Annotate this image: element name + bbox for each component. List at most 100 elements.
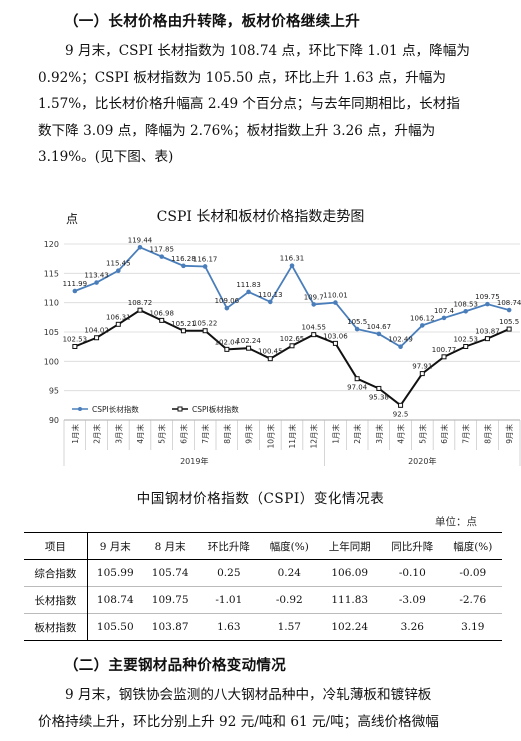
- data-point: [463, 308, 469, 314]
- data-label: 116.31: [280, 255, 305, 263]
- data-label: 116.28: [171, 255, 196, 263]
- data-label: 111.99: [63, 280, 88, 288]
- table-cell: -2.76: [443, 586, 502, 614]
- table-row: 长材指数 108.74 109.75 -1.01 -0.92 111.83 -3…: [24, 586, 502, 614]
- x-tick-label: 10月末: [265, 424, 275, 449]
- table-header-row: 项目 9 月末 8 月末 环比升降 幅度(%) 上年同期 同比升降 幅度(%): [24, 532, 502, 560]
- data-point: [246, 345, 252, 351]
- x-tick-label: 1月末: [70, 424, 80, 444]
- data-point: [72, 288, 78, 294]
- data-point: [115, 321, 121, 327]
- x-tick-label: 11月末: [287, 424, 297, 449]
- paragraph-line: 1.57%，比长材价格升幅高 2.49 个百分点；与去年同期相比，长材指: [38, 96, 460, 112]
- data-point: [72, 343, 78, 349]
- x-tick-label: 4月末: [396, 424, 406, 444]
- data-label: 109.7: [304, 293, 324, 301]
- legend-marker: [78, 407, 82, 411]
- y-tick-label: 110: [44, 299, 59, 308]
- table-cell: 1.63: [197, 613, 261, 641]
- data-label: 102.24: [236, 337, 261, 345]
- data-label: 105.5: [347, 318, 367, 326]
- paragraph-line: 价格持续上升，环比分别上升 92 元/吨和 61 元/吨；高线价格微幅: [38, 713, 439, 730]
- data-label: 106.31: [106, 313, 131, 321]
- x-tick-label: 4月末: [135, 424, 145, 444]
- table-cell: -0.09: [459, 567, 487, 579]
- header-cell: 同比升降: [381, 532, 444, 560]
- data-label: 92.5: [393, 410, 409, 418]
- data-point: [137, 307, 143, 313]
- x-tick-label: 9月末: [504, 424, 514, 444]
- table-cell: 108.74: [86, 586, 143, 614]
- table-cell: 3.19: [443, 613, 502, 641]
- data-point: [224, 305, 230, 311]
- table-row: 综合指数 105.99 105.74 0.25 0.24 106.09 -0.1…: [24, 559, 502, 587]
- section2-heading: （二）主要钢材品种价格变动情况: [64, 657, 286, 674]
- data-label: 104.67: [367, 323, 392, 331]
- data-point: [441, 315, 447, 321]
- data-point: [94, 280, 99, 285]
- data-point: [137, 244, 143, 250]
- data-point: [484, 336, 490, 342]
- x-tick-label: 6月末: [178, 424, 188, 444]
- y-tick-label: 120: [44, 240, 59, 249]
- table-row: 板材指数 105.50 103.87 1.63 1.57 102.24 3.26…: [24, 613, 502, 641]
- y-tick-label: 95: [49, 387, 59, 396]
- legend-label: CSPI板材指数: [192, 404, 239, 414]
- x-tick-label: 8月末: [482, 424, 492, 444]
- x-tick-label: 7月末: [200, 424, 210, 444]
- y-tick-label: 105: [44, 328, 59, 337]
- data-point: [333, 300, 338, 305]
- data-point: [398, 344, 403, 350]
- data-label: 104.02: [84, 327, 109, 335]
- data-point: [485, 301, 490, 307]
- table-unit: 单位：点: [435, 516, 477, 528]
- data-label: 109.75: [475, 293, 500, 301]
- chart-title: CSPI 长材和板材价格指数走势图: [156, 209, 365, 225]
- data-label: 106.12: [410, 314, 435, 322]
- table-cell: 板材指数: [24, 613, 88, 641]
- data-label: 108.74: [497, 299, 521, 307]
- paragraph-line: 9 月末，CSPI 长材指数为 108.74 点，环比下降 1.01 点，降幅为: [65, 43, 470, 59]
- data-label: 119.44: [128, 236, 153, 244]
- data-point: [419, 371, 425, 377]
- data-label: 100.77: [432, 346, 457, 354]
- table-cell: 105.50: [86, 613, 143, 641]
- table-cell: -3.09: [381, 586, 444, 614]
- table-cell: 长材指数: [24, 586, 88, 614]
- header-cell: 9 月末: [86, 532, 143, 560]
- legend-label: CSPI长材指数: [92, 404, 139, 414]
- section2-paragraph: 9 月末，钢铁协会监测的八大钢材品种中，冷轧薄板和镀锌板 价格持续上升，环比分别…: [38, 682, 486, 735]
- x-tick-label: 8月末: [222, 424, 232, 444]
- y-tick-label: 90: [49, 416, 59, 425]
- data-point: [463, 343, 469, 349]
- paragraph-line: 数下降 3.09 点，降幅为 2.76%；板材指数上升 3.26 点，升幅为: [38, 122, 436, 139]
- header-cell: 环比升降: [197, 532, 261, 560]
- data-point: [289, 343, 295, 349]
- data-label: 108.72: [128, 299, 153, 307]
- data-point: [354, 376, 360, 382]
- data-label: 110.13: [258, 291, 283, 299]
- y-tick-label: 115: [44, 269, 59, 278]
- x-tick-label: 2月末: [352, 424, 362, 444]
- table-cell: -0.10: [398, 567, 426, 579]
- data-point: [159, 317, 165, 323]
- table-cell: 105.74: [151, 567, 189, 579]
- table-title: 中国钢材价格指数（CSPI）变化情况表: [136, 491, 385, 507]
- y-tick-label: 100: [44, 357, 59, 366]
- data-label: 117.85: [149, 246, 174, 254]
- data-label: 110.01: [323, 292, 348, 300]
- data-label: 102.53: [453, 335, 478, 343]
- table-cell: 0.25: [217, 567, 241, 579]
- table-cell: 103.87: [142, 613, 198, 641]
- x-tick-label: 1月末: [330, 424, 340, 444]
- data-point: [419, 323, 425, 328]
- data-label: 107.4: [434, 307, 455, 315]
- data-label: 95.38: [369, 393, 389, 401]
- table-cell: 0.24: [277, 567, 301, 579]
- data-label: 100.45: [258, 348, 283, 356]
- header-cell: 上年同期: [318, 532, 382, 560]
- section1-heading: （一）长材价格由升转降，板材价格继续上升: [64, 13, 360, 30]
- data-point: [180, 328, 186, 334]
- x-tick-label: 3月末: [113, 424, 123, 444]
- x-tick-label: 5月末: [417, 424, 427, 444]
